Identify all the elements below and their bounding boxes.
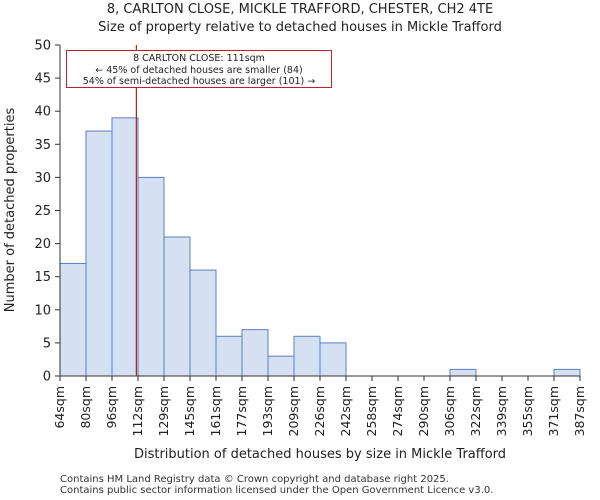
y-tick-label: 0 (43, 370, 51, 385)
x-tick-label: 112sqm (130, 386, 145, 436)
x-tick-label: 177sqm (234, 386, 249, 436)
x-tick-label: 322sqm (468, 386, 483, 436)
bar-371sqm (553, 368, 581, 377)
x-tick-label: 274sqm (390, 386, 405, 436)
bar-209sqm (293, 335, 321, 377)
annotation-box: 8 CARLTON CLOSE: 111sqm ← 45% of detache… (66, 50, 332, 88)
bar-306sqm (449, 368, 477, 377)
y-tick-label: 20 (34, 237, 51, 252)
bar-145sqm (189, 269, 217, 377)
x-axis: 64sqm 80sqm 96sqm 112sqm 129sqm 145sqm 161sqm 1… (52, 375, 587, 436)
bar-193sqm (267, 355, 295, 377)
y-axis-label: Number of detached properties (3, 108, 18, 313)
x-tick-label: 242sqm (338, 386, 353, 436)
y-tick-label: 30 (34, 171, 51, 186)
x-tick-label: 129sqm (156, 386, 171, 436)
y-tick-label: 10 (34, 303, 51, 318)
chart-title: Size of property relative to detached ho… (98, 20, 502, 35)
x-tick-label: 193sqm (260, 386, 275, 436)
bar-177sqm (241, 329, 269, 377)
x-tick-label: 64sqm (52, 386, 67, 429)
footer-licence: Contains public sector information licen… (60, 485, 494, 496)
x-tick-label: 96sqm (104, 386, 119, 429)
bar-112sqm (137, 176, 165, 377)
footer-copyright: Contains HM Land Registry data © Crown c… (60, 474, 449, 485)
x-tick-label: 306sqm (442, 386, 457, 436)
y-tick-label: 50 (34, 39, 51, 54)
y-tick-label: 35 (34, 138, 51, 153)
x-tick-label: 161sqm (208, 386, 223, 436)
chart-title-address: 8, CARLTON CLOSE, MICKLE TRAFFORD, CHEST… (106, 2, 494, 17)
bars-group (59, 117, 581, 377)
x-tick-label: 258sqm (364, 386, 379, 436)
bar-226sqm (319, 342, 347, 377)
y-tick-label: 25 (34, 204, 51, 219)
x-tick-label: 80sqm (78, 386, 93, 429)
x-tick-label: 290sqm (416, 386, 431, 436)
y-tick-label: 40 (34, 105, 51, 120)
y-axis: 0 5 10 15 20 25 30 35 40 45 50 (34, 39, 61, 385)
x-tick-label: 226sqm (312, 386, 327, 436)
x-tick-label: 209sqm (286, 386, 301, 436)
annotation-line-2: ← 45% of detached houses are smaller (84… (95, 64, 303, 76)
x-tick-label: 339sqm (494, 386, 509, 436)
x-tick-label: 355sqm (520, 386, 535, 436)
x-axis-label: Distribution of detached houses by size … (134, 447, 506, 462)
x-tick-label: 145sqm (182, 386, 197, 436)
bar-64sqm (59, 262, 87, 377)
bar-96sqm (111, 117, 139, 377)
y-tick-label: 45 (34, 72, 51, 87)
bar-129sqm (163, 236, 191, 377)
bar-161sqm (215, 335, 243, 377)
annotation-line-1: 8 CARLTON CLOSE: 111sqm (133, 53, 265, 64)
y-tick-label: 5 (43, 336, 51, 351)
y-tick-label: 15 (34, 270, 51, 285)
bar-80sqm (85, 130, 113, 377)
x-tick-label: 371sqm (546, 386, 561, 436)
x-tick-label: 387sqm (572, 386, 587, 436)
annotation-line-3: 54% of semi-detached houses are larger (… (82, 76, 316, 87)
